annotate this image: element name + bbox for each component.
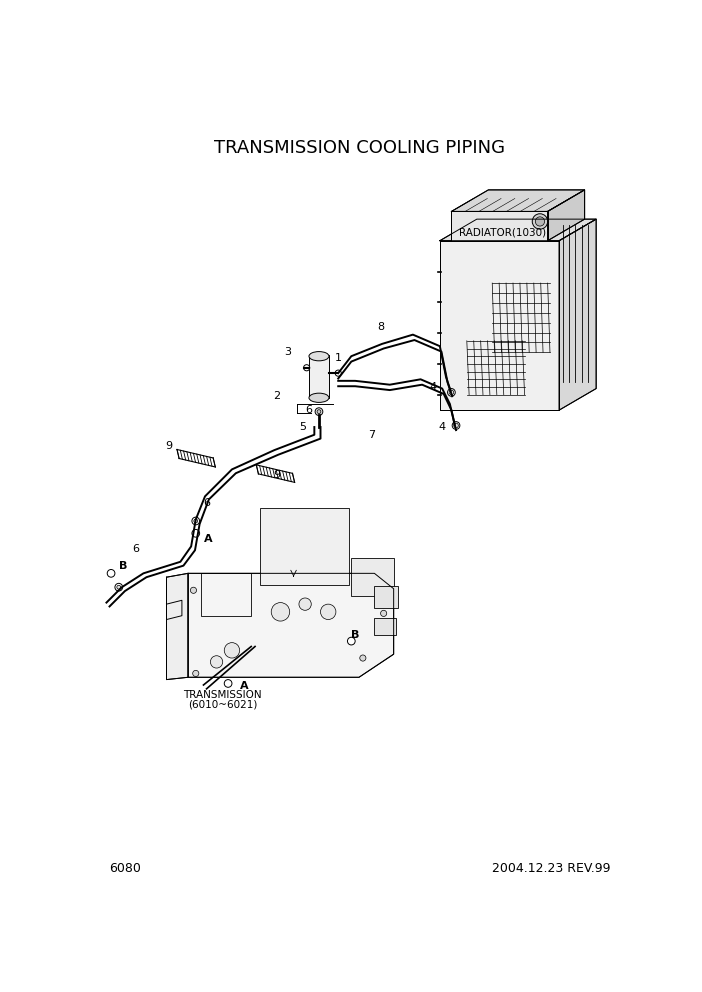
Bar — [260, 508, 349, 585]
Text: (6010~6021): (6010~6021) — [188, 699, 258, 709]
Text: 6080: 6080 — [109, 862, 140, 875]
Polygon shape — [559, 219, 596, 410]
Bar — [374, 586, 397, 608]
Circle shape — [192, 530, 199, 537]
Text: TRANSMISSION: TRANSMISSION — [183, 690, 262, 700]
Text: 6: 6 — [305, 405, 312, 415]
Text: 9: 9 — [165, 441, 172, 451]
Text: 4: 4 — [438, 422, 446, 433]
Text: RADIATOR(1030): RADIATOR(1030) — [459, 227, 546, 237]
Circle shape — [536, 217, 545, 226]
Circle shape — [453, 424, 458, 428]
Circle shape — [115, 583, 123, 591]
Circle shape — [347, 637, 355, 645]
Circle shape — [532, 213, 548, 229]
Circle shape — [192, 671, 199, 677]
Text: B: B — [119, 560, 127, 570]
Polygon shape — [451, 211, 548, 241]
Bar — [351, 558, 394, 596]
Circle shape — [317, 410, 321, 414]
Circle shape — [271, 602, 290, 621]
Text: 5: 5 — [299, 422, 306, 433]
Circle shape — [107, 569, 115, 577]
Circle shape — [360, 655, 366, 661]
Polygon shape — [440, 241, 559, 410]
Ellipse shape — [309, 351, 329, 361]
Text: A: A — [239, 681, 249, 690]
Circle shape — [117, 585, 121, 589]
Circle shape — [192, 517, 199, 525]
Circle shape — [299, 598, 311, 610]
Text: 6: 6 — [132, 544, 139, 554]
Polygon shape — [548, 189, 585, 241]
Text: B: B — [351, 630, 359, 640]
Circle shape — [380, 610, 387, 616]
Text: A: A — [204, 534, 212, 544]
Ellipse shape — [309, 393, 329, 403]
Circle shape — [448, 389, 456, 396]
Text: 7: 7 — [368, 430, 375, 439]
Text: 3: 3 — [284, 346, 291, 356]
Circle shape — [321, 604, 336, 620]
Text: 2004.12.23 REV.99: 2004.12.23 REV.99 — [492, 862, 611, 875]
Circle shape — [303, 365, 310, 371]
Circle shape — [449, 390, 453, 395]
Text: 9: 9 — [273, 470, 280, 480]
Bar — [374, 618, 396, 635]
Circle shape — [452, 422, 460, 430]
Circle shape — [211, 656, 223, 668]
Polygon shape — [451, 189, 585, 211]
Text: 1: 1 — [334, 353, 341, 363]
Text: 4: 4 — [430, 382, 437, 392]
Bar — [309, 355, 329, 398]
Circle shape — [224, 643, 239, 658]
Circle shape — [190, 587, 197, 593]
Text: 2: 2 — [273, 391, 281, 401]
Text: 6: 6 — [204, 498, 211, 508]
Circle shape — [224, 680, 232, 687]
Circle shape — [315, 408, 323, 416]
Circle shape — [335, 370, 341, 376]
Polygon shape — [188, 573, 394, 678]
Text: TRANSMISSION COOLING PIPING: TRANSMISSION COOLING PIPING — [214, 139, 505, 158]
Polygon shape — [166, 573, 188, 680]
Text: 8: 8 — [377, 322, 384, 332]
Polygon shape — [440, 219, 596, 241]
Bar — [201, 573, 251, 616]
Circle shape — [194, 519, 198, 523]
